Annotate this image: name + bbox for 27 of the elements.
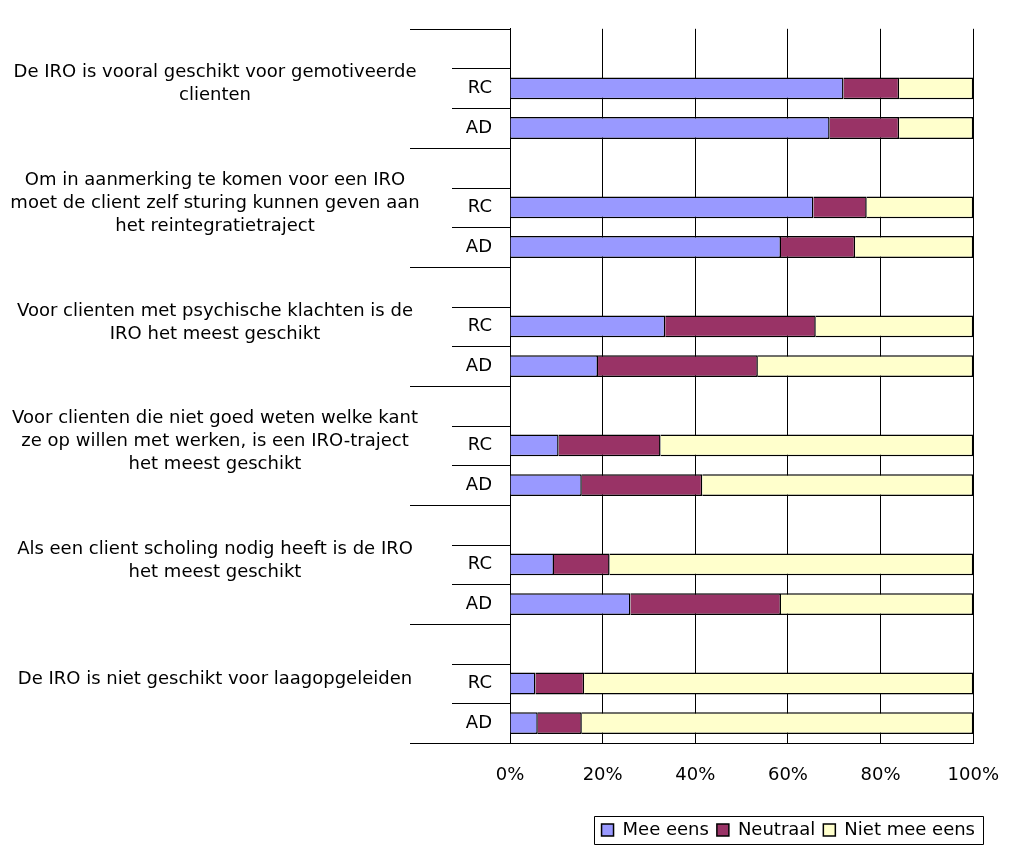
y-tick-label: RC	[467, 671, 492, 693]
text: Voor clienten met psychische klachten is de IRO het meest geschikt	[17, 298, 413, 343]
x-tick-label: 0%	[495, 763, 525, 785]
x-tick-label: 100%	[947, 763, 999, 785]
text: De IRO is vooral geschikt voor gemotiveerde clienten	[13, 60, 417, 105]
text: Om in aanmerking te komen voor een IRO moet de client zelf sturing kunnen geven aan het reintegratietraject	[10, 168, 420, 236]
y-tick-label: AD	[465, 472, 492, 494]
y-tick-label: RC	[467, 552, 492, 574]
y-tick-label: AD	[465, 353, 492, 375]
legend-label: Mee eens	[622, 817, 709, 839]
text: De IRO is niet geschikt voor laagopgeleiden	[17, 667, 413, 689]
x-tick-label: 80%	[860, 763, 901, 785]
y-tick-label: AD	[465, 115, 492, 137]
y-tick-label: AD	[465, 591, 492, 613]
y-tick-label: AD	[465, 234, 492, 256]
x-tick-label: 60%	[767, 763, 808, 785]
x-tick-label: 40%	[675, 763, 716, 785]
y-tick-label: RC	[467, 314, 492, 336]
legend-label: Neutraal	[737, 817, 816, 839]
y-tick-label: RC	[467, 433, 492, 455]
text: Als een client scholing nodig heeft is de IRO het meest geschikt	[17, 536, 413, 581]
y-tick-label: RC	[467, 75, 492, 97]
text: Voor clienten die niet goed weten welke kant ze op willen met werken, is een IRO-traject het meest geschikt	[12, 406, 418, 474]
x-tick-label: 20%	[582, 763, 623, 785]
legend-label: Niet mee eens	[844, 817, 976, 839]
y-tick-label: AD	[465, 710, 492, 732]
y-tick-label: RC	[467, 195, 492, 217]
